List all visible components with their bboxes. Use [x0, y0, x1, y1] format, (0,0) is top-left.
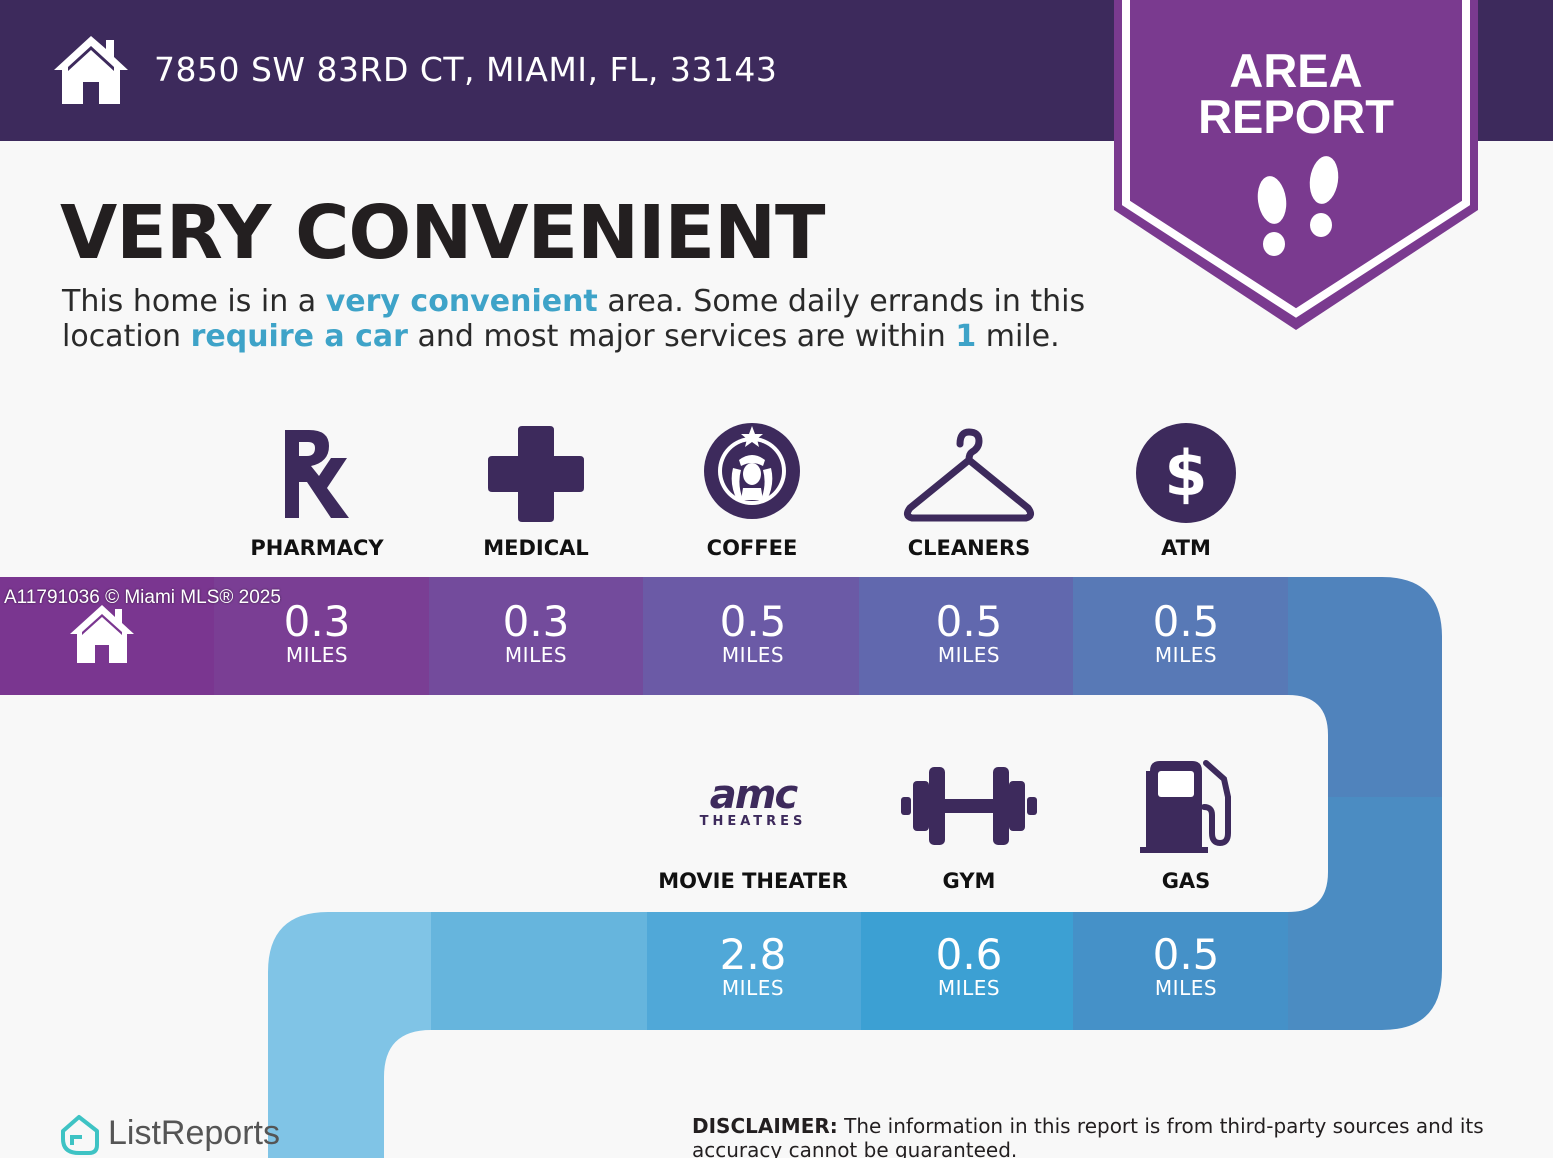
distance-unit: MILES [721, 643, 785, 667]
path-curve-top [1288, 577, 1442, 797]
home-icon [54, 36, 128, 104]
desc-text-3: and most major services are within [407, 319, 956, 354]
distance-unit: MILES [285, 643, 349, 667]
desc-highlight-3: 1 [955, 319, 977, 354]
path-segment-atm [1073, 577, 1288, 695]
desc-text-4: mile. [976, 319, 1060, 354]
disclaimer-text: The information in this report is from t… [692, 1114, 1484, 1158]
distance-unit: MILES [937, 643, 1001, 667]
path-segment-gym [861, 912, 1073, 1030]
dumbbell-icon [901, 767, 1037, 845]
badge-line-area: AREA [1229, 44, 1363, 97]
category-label: CLEANERS [907, 536, 1031, 560]
desc-text-1: This home is in a [62, 284, 326, 319]
path-segment-blank [431, 912, 647, 1030]
distance-value: 0.5 [935, 597, 1003, 646]
distance-atm: 0.5 MILES [1079, 597, 1293, 667]
disclaimer-label: DISCLAIMER: [692, 1114, 838, 1138]
distance-cleaners: 0.5 MILES [862, 597, 1076, 667]
category-atm: $ ATM [1079, 420, 1293, 570]
distance-value: 0.5 [719, 597, 787, 646]
distance-coffee: 0.5 MILES [646, 597, 860, 667]
path-segment-pharmacy [214, 577, 429, 695]
category-cleaners: CLEANERS [862, 420, 1076, 570]
distance-unit: MILES [1154, 976, 1218, 1000]
property-address: 7850 SW 83RD CT, MIAMI, FL, 33143 [154, 50, 778, 89]
hanger-icon [903, 428, 1035, 522]
movie-theater-logo-icon: amc THEATRES [688, 775, 818, 831]
svg-text:$: $ [1164, 437, 1207, 510]
path-segment-gas [1073, 912, 1288, 1030]
footsteps-icon [1257, 156, 1339, 256]
desc-highlight-2: require a car [190, 319, 408, 354]
category-label: GAS [1161, 869, 1211, 893]
disclaimer: DISCLAIMER: The information in this repo… [692, 1114, 1522, 1158]
distance-value: 0.3 [283, 597, 351, 646]
distance-unit: MILES [504, 643, 568, 667]
path-curve-left [268, 912, 431, 1158]
path-curve-bottom [1288, 797, 1442, 1030]
distance-value: 0.5 [1152, 597, 1220, 646]
rx-icon [285, 430, 349, 518]
distance-gym: 0.6 MILES [862, 930, 1076, 1000]
category-label: MEDICAL [483, 536, 589, 560]
path-segment-cleaners [859, 577, 1073, 695]
area-report-badge [1114, 0, 1478, 330]
category-label: ATM [1161, 536, 1211, 560]
brand-name: ListReports [108, 1114, 280, 1152]
distance-unit: MILES [1154, 643, 1218, 667]
home-marker-icon [70, 605, 134, 663]
desc-text-2: area. Some daily errands in this locatio… [62, 284, 1086, 354]
amc-logo-subtext: THEATRES [699, 814, 807, 829]
category-label: COFFEE [706, 536, 798, 560]
path-segment-medical [429, 577, 643, 695]
category-medical: MEDICAL [429, 420, 643, 570]
amc-logo-text: amc [709, 772, 798, 818]
medical-cross-icon [488, 426, 584, 522]
listreports-logo-icon [61, 1115, 99, 1155]
category-label: GYM [942, 869, 996, 893]
distance-value: 0.6 [935, 930, 1003, 979]
distance-value: 0.3 [502, 597, 570, 646]
badge-title: AREA REPORT [1112, 44, 1480, 143]
gas-pump-icon [1140, 760, 1231, 853]
area-description: This home is in a very convenient area. … [62, 284, 1102, 354]
category-pharmacy: PHARMACY [210, 420, 424, 570]
distance-unit: MILES [721, 976, 785, 1000]
badge-line-report: REPORT [1198, 90, 1394, 143]
distance-value: 2.8 [719, 930, 787, 979]
distance-movie-theater: 2.8 MILES [646, 930, 860, 1000]
path-segment-movie [647, 912, 861, 1030]
convenience-rating: VERY CONVENIENT [60, 190, 825, 276]
desc-highlight-1: very convenient [325, 284, 598, 319]
distance-value: 0.5 [1152, 930, 1220, 979]
dollar-icon: $ [1136, 423, 1236, 523]
path-segment-coffee [643, 577, 859, 695]
category-label: MOVIE THEATER [658, 869, 848, 893]
category-label: PHARMACY [250, 536, 384, 560]
coffee-logo-icon [704, 423, 800, 519]
distance-medical: 0.3 MILES [429, 597, 643, 667]
category-gym: GYM [862, 755, 1076, 905]
distance-pharmacy: 0.3 MILES [210, 597, 424, 667]
category-gas: GAS [1079, 755, 1293, 905]
distance-unit: MILES [937, 976, 1001, 1000]
category-movie-theater: amc THEATRES MOVIE THEATER [646, 755, 860, 905]
distance-gas: 0.5 MILES [1079, 930, 1293, 1000]
mls-watermark: A11791036 © Miami MLS® 2025 [4, 587, 281, 608]
category-coffee: COFFEE [645, 420, 859, 570]
